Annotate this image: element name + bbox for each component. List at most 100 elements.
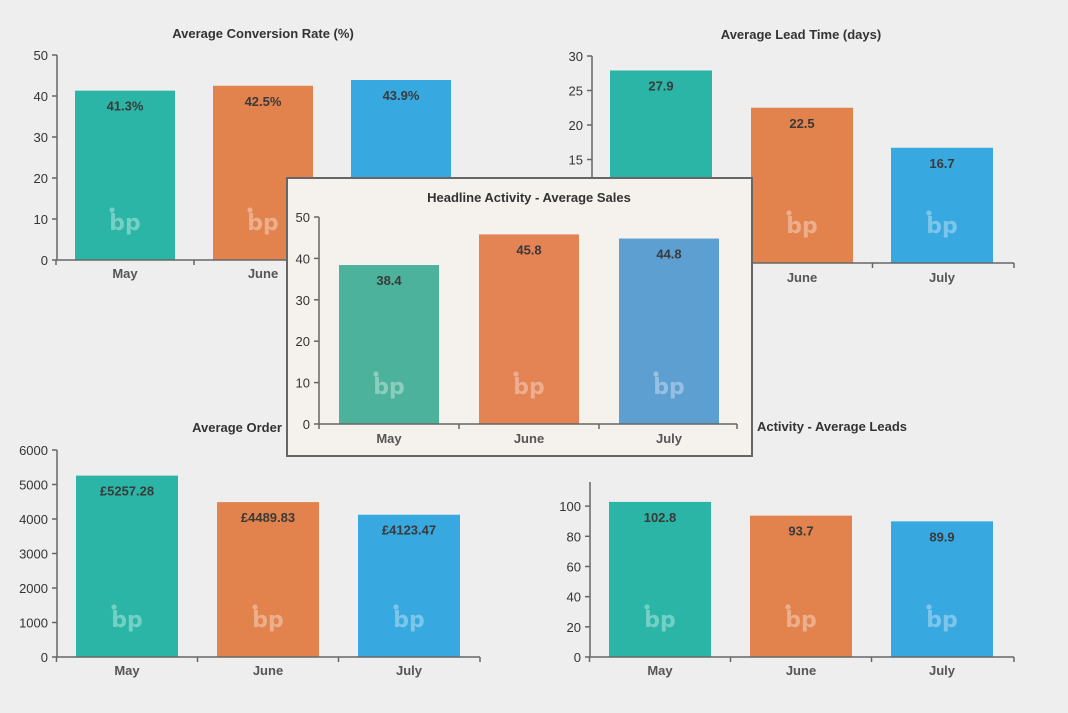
svg-text:bp: bp <box>111 608 143 633</box>
y-tick-label: 40 <box>567 590 581 605</box>
logo-watermark: bp <box>785 604 817 633</box>
x-category-label: May <box>647 663 673 678</box>
headline-sales-panel: Headline Activity - Average Sales 38.4 bp 4… <box>286 177 753 457</box>
svg-text:bp: bp <box>247 211 279 236</box>
x-category-label: July <box>929 663 956 678</box>
svg-text:bp: bp <box>109 211 141 236</box>
data-label: 27.9 <box>648 78 673 93</box>
y-tick-label: 60 <box>567 559 581 574</box>
logo-watermark: bp <box>393 604 425 633</box>
y-tick-label: 1000 <box>19 616 48 631</box>
chart-title: Headline Activity - Average Sales <box>427 190 631 205</box>
data-label: 89.9 <box>929 529 954 544</box>
y-tick-label: 50 <box>34 48 48 63</box>
x-category-label: May <box>376 431 402 446</box>
svg-text:bp: bp <box>926 608 958 633</box>
y-tick-label: 20 <box>296 334 310 349</box>
data-label: 38.4 <box>376 273 402 288</box>
y-tick-label: 3000 <box>19 547 48 562</box>
data-label: 41.3% <box>107 99 144 114</box>
y-tick-label: 0 <box>303 417 310 432</box>
logo-watermark: bp <box>926 604 958 633</box>
bar-june <box>750 515 852 657</box>
y-tick-label: 5000 <box>19 478 48 493</box>
data-label: 43.9% <box>383 88 420 103</box>
chart-sales: Headline Activity - Average Sales 38.4 bp 4… <box>296 190 738 446</box>
bar-may <box>339 265 439 424</box>
data-label: £4489.83 <box>241 510 295 525</box>
y-tick-label: 80 <box>567 529 581 544</box>
bar-july <box>891 521 993 657</box>
y-tick-label: 2000 <box>19 581 48 596</box>
svg-text:bp: bp <box>786 214 818 239</box>
y-tick-label: 100 <box>559 499 581 514</box>
data-label: 22.5 <box>789 116 814 131</box>
bar-june <box>479 234 579 424</box>
logo-watermark: bp <box>513 371 545 400</box>
chart-title: Activity - Average Leads <box>757 419 907 434</box>
y-tick-label: 50 <box>296 210 310 225</box>
logo-watermark: bp <box>653 371 685 400</box>
data-label: £4123.47 <box>382 523 436 538</box>
x-category-label: June <box>248 266 278 281</box>
x-category-label: June <box>253 663 283 678</box>
logo-watermark: bp <box>373 371 405 400</box>
x-category-label: June <box>787 270 817 285</box>
logo-watermark: bp <box>926 210 958 239</box>
data-label: 44.8 <box>656 247 681 262</box>
y-tick-label: 20 <box>567 620 581 635</box>
x-category-label: July <box>929 270 956 285</box>
y-tick-label: 0 <box>41 253 48 268</box>
y-tick-label: 25 <box>569 84 583 99</box>
chart-title: Average Order <box>192 420 282 435</box>
x-category-label: May <box>112 266 138 281</box>
svg-text:bp: bp <box>373 375 405 400</box>
y-tick-label: 30 <box>569 49 583 64</box>
x-category-label: July <box>396 663 423 678</box>
svg-text:bp: bp <box>252 608 284 633</box>
bar-may <box>76 475 178 657</box>
logo-watermark: bp <box>644 604 676 633</box>
logo-watermark: bp <box>111 604 143 633</box>
bar-july <box>891 147 993 263</box>
data-label: 45.8 <box>516 242 541 257</box>
bar-may <box>75 90 175 260</box>
x-category-label: May <box>114 663 140 678</box>
bar-june <box>217 502 319 657</box>
y-tick-label: 0 <box>41 650 48 665</box>
data-label: £5257.28 <box>100 484 154 499</box>
svg-text:bp: bp <box>653 375 685 400</box>
data-label: 102.8 <box>644 510 677 525</box>
data-label: 93.7 <box>788 524 813 539</box>
y-tick-label: 40 <box>296 251 310 266</box>
y-tick-label: 40 <box>34 89 48 104</box>
bar-july <box>358 514 460 657</box>
chart-title: Average Conversion Rate (%) <box>172 26 354 41</box>
svg-text:bp: bp <box>926 214 958 239</box>
data-label: 42.5% <box>245 94 282 109</box>
y-tick-label: 6000 <box>19 443 48 458</box>
chart-leads: Activity - Average Leads 102.8 bp 93.7 bp 89.… <box>559 419 1015 678</box>
y-tick-label: 10 <box>34 212 48 227</box>
y-tick-label: 10 <box>296 376 310 391</box>
data-label: 16.7 <box>929 156 954 171</box>
chart-title: Average Lead Time (days) <box>721 27 881 42</box>
logo-watermark: bp <box>247 207 279 236</box>
y-tick-label: 30 <box>296 293 310 308</box>
logo-watermark: bp <box>252 604 284 633</box>
y-tick-label: 15 <box>569 153 583 168</box>
x-category-label: June <box>514 431 544 446</box>
svg-text:bp: bp <box>393 608 425 633</box>
svg-text:bp: bp <box>513 375 545 400</box>
bar-june <box>751 107 853 263</box>
y-tick-label: 4000 <box>19 512 48 527</box>
logo-watermark: bp <box>786 210 818 239</box>
y-tick-label: 30 <box>34 130 48 145</box>
chart-ordervalue: Average Order £5257.28 bp £4489.83 bp £4123.4… <box>19 420 481 678</box>
y-tick-label: 0 <box>574 650 581 665</box>
y-tick-label: 20 <box>34 171 48 186</box>
x-category-label: June <box>786 663 816 678</box>
y-tick-label: 20 <box>569 118 583 133</box>
x-category-label: July <box>656 431 683 446</box>
